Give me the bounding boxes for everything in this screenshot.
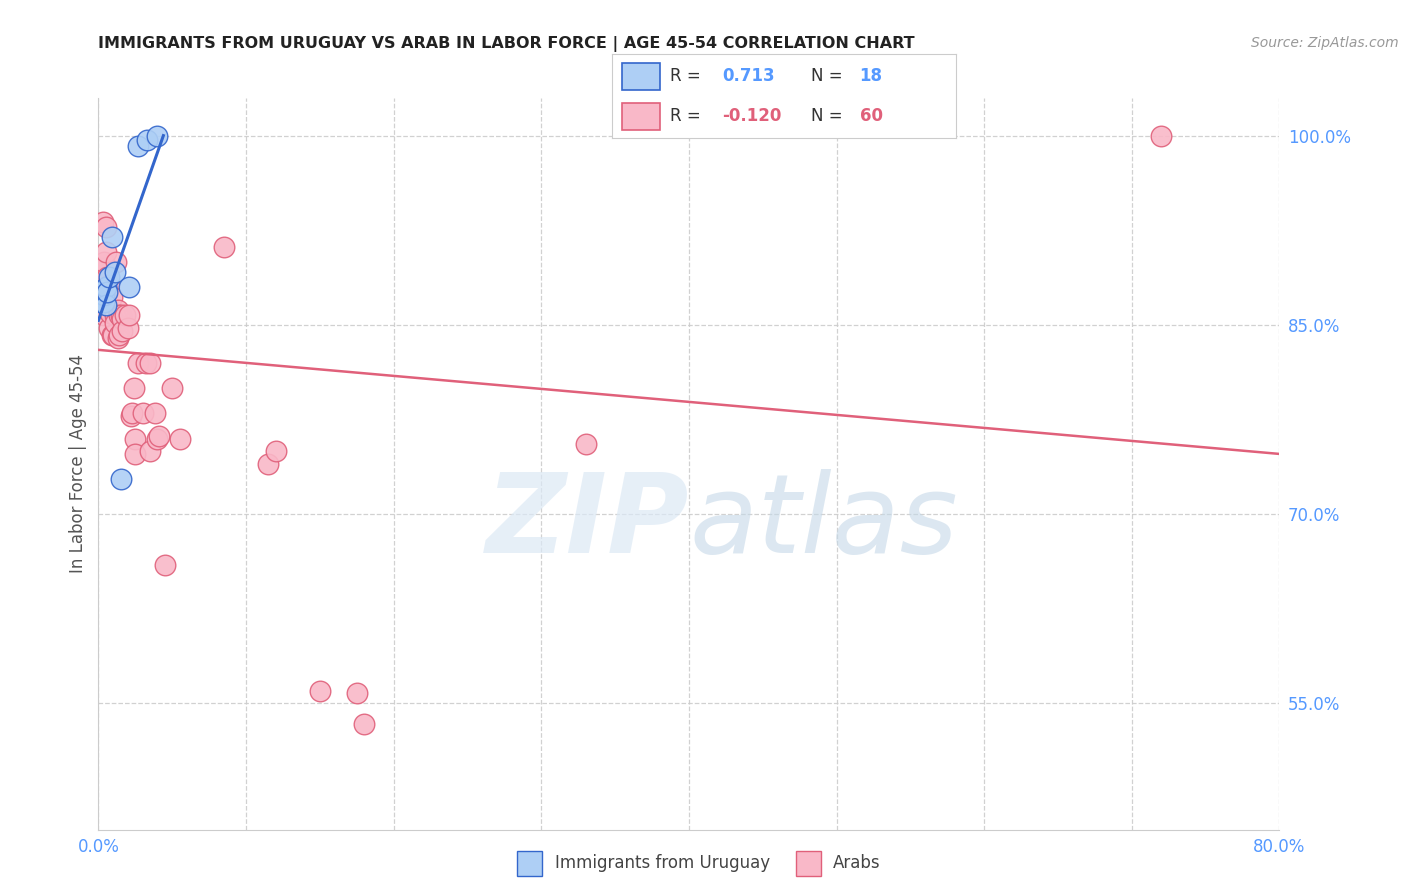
Point — [93, 308, 115, 322]
Point — [94, 244, 117, 259]
Point — [212, 240, 235, 254]
Point — [100, 328, 122, 343]
Point — [108, 308, 131, 322]
Text: 0.713: 0.713 — [721, 68, 775, 86]
Point — [122, 381, 145, 395]
FancyBboxPatch shape — [621, 103, 659, 130]
Text: IMMIGRANTS FROM URUGUAY VS ARAB IN LABOR FORCE | AGE 45-54 CORRELATION CHART: IMMIGRANTS FROM URUGUAY VS ARAB IN LABOR… — [98, 36, 915, 52]
Point — [97, 277, 120, 292]
Point — [117, 320, 139, 334]
Point — [98, 305, 121, 319]
Point — [139, 356, 162, 370]
Point — [91, 280, 114, 294]
Point — [91, 283, 114, 297]
Point — [94, 280, 117, 294]
FancyBboxPatch shape — [621, 62, 659, 90]
Point — [118, 280, 141, 294]
Point — [90, 286, 112, 301]
Bar — [796, 851, 821, 876]
Point — [124, 447, 146, 461]
Text: N =: N = — [811, 107, 848, 125]
Point — [135, 356, 157, 370]
Point — [146, 128, 169, 143]
Point — [169, 432, 191, 446]
Point — [96, 283, 118, 297]
Point — [132, 406, 155, 420]
Point — [127, 356, 149, 370]
Point — [118, 308, 141, 322]
Point — [108, 328, 131, 343]
Point — [1150, 128, 1173, 143]
Point — [114, 308, 136, 322]
Point — [94, 298, 117, 312]
Point — [97, 303, 120, 318]
Point — [257, 457, 280, 471]
Point — [91, 261, 114, 276]
Point — [100, 290, 122, 304]
Point — [97, 320, 120, 334]
Text: Immigrants from Uruguay: Immigrants from Uruguay — [554, 855, 769, 872]
Point — [121, 406, 143, 420]
Text: 18: 18 — [859, 68, 883, 86]
Point — [93, 288, 115, 302]
Point — [148, 429, 170, 443]
Point — [93, 295, 115, 310]
Bar — [517, 851, 543, 876]
Point — [89, 290, 111, 304]
Point — [90, 293, 112, 307]
Point — [264, 444, 287, 458]
Point — [124, 432, 146, 446]
Text: atlas: atlas — [689, 469, 957, 576]
Point — [93, 274, 115, 288]
Point — [146, 432, 169, 446]
Y-axis label: In Labor Force | Age 45-54: In Labor Force | Age 45-54 — [69, 354, 87, 574]
Point — [104, 308, 127, 322]
Point — [346, 686, 368, 700]
Text: 60: 60 — [859, 107, 883, 125]
Point — [127, 139, 149, 153]
Point — [105, 255, 128, 269]
Point — [96, 270, 118, 285]
Point — [94, 277, 117, 292]
Text: -0.120: -0.120 — [721, 107, 782, 125]
Point — [136, 133, 159, 147]
Point — [103, 328, 125, 343]
Point — [96, 285, 118, 300]
Point — [104, 265, 127, 279]
Point — [100, 230, 122, 244]
Point — [91, 290, 114, 304]
Point — [107, 303, 129, 318]
Point — [90, 283, 112, 297]
Point — [93, 255, 115, 269]
Point — [574, 436, 596, 450]
Point — [111, 325, 134, 339]
Point — [309, 683, 332, 698]
Point — [94, 280, 117, 294]
Text: ZIP: ZIP — [485, 469, 689, 576]
Text: R =: R = — [671, 68, 706, 86]
Text: Arabs: Arabs — [832, 855, 880, 872]
Point — [143, 406, 166, 420]
Point — [91, 215, 114, 229]
Point — [110, 472, 132, 486]
Text: R =: R = — [671, 107, 706, 125]
Point — [353, 716, 375, 731]
Point — [110, 308, 132, 322]
Point — [107, 331, 129, 345]
Point — [90, 295, 112, 310]
Point — [153, 558, 176, 572]
Point — [97, 270, 120, 285]
Point — [104, 316, 127, 330]
Text: Source: ZipAtlas.com: Source: ZipAtlas.com — [1251, 36, 1399, 50]
Point — [111, 311, 134, 326]
Point — [96, 285, 118, 300]
Point — [139, 444, 162, 458]
Point — [162, 381, 183, 395]
Point — [89, 290, 111, 304]
Point — [120, 409, 142, 423]
Point — [94, 219, 117, 234]
Text: N =: N = — [811, 68, 848, 86]
